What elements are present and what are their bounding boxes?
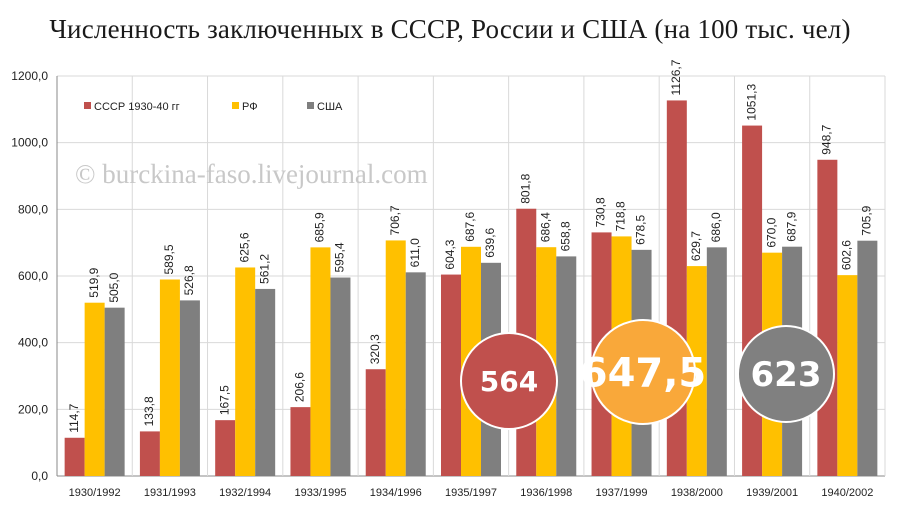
data-label: 801,8 (518, 173, 532, 203)
bar (235, 267, 256, 476)
data-label: 625,6 (237, 232, 251, 262)
bar (742, 125, 763, 477)
bar (290, 407, 311, 476)
y-tick-label: 800,0 (18, 202, 48, 216)
y-tick-label: 200,0 (18, 402, 48, 416)
y-tick-label: 0,0 (31, 469, 48, 483)
bar (104, 307, 125, 476)
data-label: 730,8 (594, 197, 608, 227)
bar (365, 369, 386, 476)
summary-badges: 564 647,5 623 (460, 319, 835, 430)
data-label: 320,3 (368, 334, 382, 364)
legend-swatch (232, 102, 239, 109)
data-label: 589,5 (162, 244, 176, 274)
data-label: 505,0 (107, 272, 121, 302)
x-tick-label: 1934/1996 (370, 487, 422, 499)
data-label: 114,7 (67, 403, 81, 432)
y-tick-label: 600,0 (18, 269, 48, 283)
y-tick-label: 400,0 (18, 336, 48, 350)
data-label: 206,6 (293, 372, 307, 402)
y-axis-ticks: 0,0 200,0 400,0 600,0 800,0 1000,0 1200,0 (11, 69, 48, 483)
legend-label: США (317, 101, 343, 113)
data-label: 948,7 (820, 124, 834, 154)
bar (385, 240, 406, 476)
bar (215, 420, 236, 476)
legend-label: СССР 1930-40 гг (94, 101, 180, 113)
y-tick-label: 1000,0 (11, 136, 48, 150)
data-label: 685,9 (313, 212, 327, 242)
data-label: 687,6 (463, 211, 477, 241)
data-labels: 114,7 133,8 167,5 206,6 320,3 604,3 801,8 730,8… (67, 59, 874, 432)
data-label: 687,9 (784, 211, 798, 241)
data-label: 133,8 (142, 396, 156, 426)
x-tick-label: 1930/1992 (69, 487, 121, 499)
summary-badge-value: 623 (751, 355, 822, 395)
bar (441, 274, 461, 476)
bar (84, 302, 105, 476)
bar (405, 272, 426, 476)
data-label: 611,0 (408, 238, 422, 267)
x-tick-label: 1937/1999 (596, 487, 648, 499)
bar (179, 300, 200, 476)
data-label: 604,3 (443, 239, 457, 269)
bar (310, 247, 331, 476)
bar (330, 277, 351, 476)
bar (837, 275, 858, 476)
data-label: 1051,3 (744, 84, 758, 121)
summary-badge (590, 319, 696, 425)
bar (159, 279, 180, 476)
data-label: 658,8 (558, 221, 572, 251)
summary-badge (460, 332, 558, 430)
data-label: 1126,7 (669, 59, 683, 95)
bar (556, 256, 577, 476)
bar (817, 159, 838, 476)
data-label: 595,4 (333, 242, 347, 272)
data-label: 602,6 (840, 240, 854, 270)
data-label: 706,7 (388, 205, 402, 235)
legend-swatch (84, 102, 91, 109)
data-label: 686,0 (709, 212, 723, 242)
bar (255, 288, 276, 476)
x-tick-label: 1931/1993 (144, 487, 196, 499)
bar (706, 247, 727, 476)
legend: СССР 1930-40 гг РФ США (84, 101, 343, 113)
x-tick-label: 1938/2000 (671, 487, 723, 499)
data-label: 561,2 (257, 254, 271, 284)
watermark: © burckina-faso.livejournal.com (75, 159, 428, 189)
bar (857, 240, 878, 476)
summary-badge-value: 647,5 (580, 350, 707, 396)
data-label: 519,9 (87, 267, 101, 297)
data-label: 629,7 (689, 231, 703, 261)
x-tick-label: 1932/1994 (219, 487, 271, 499)
legend-label: РФ (242, 101, 258, 113)
summary-badge-value: 564 (480, 365, 538, 398)
bar (64, 437, 85, 476)
x-tick-label: 1935/1997 (445, 487, 497, 499)
x-tick-label: 1940/2002 (821, 487, 873, 499)
data-label: 670,0 (764, 217, 778, 247)
x-tick-label: 1933/1995 (294, 487, 346, 499)
data-label: 718,8 (614, 201, 628, 231)
data-label: 167,5 (217, 385, 231, 415)
bar (686, 266, 707, 476)
data-label: 705,9 (860, 205, 874, 235)
bar (666, 100, 687, 476)
bar (139, 431, 160, 476)
data-label: 686,4 (538, 212, 552, 242)
summary-badge (737, 325, 835, 423)
legend-swatch (307, 102, 314, 109)
x-tick-label: 1936/1998 (520, 487, 572, 499)
y-tick-label: 1200,0 (11, 69, 48, 83)
chart-title: Численность заключенных в СССР, России и… (49, 14, 851, 44)
data-label: 526,8 (182, 265, 196, 295)
x-tick-label: 1939/2001 (746, 487, 798, 499)
x-axis-ticks: 1930/1992 1931/1993 1932/1994 1933/1995 1934… (69, 487, 874, 499)
data-label: 639,6 (483, 227, 497, 257)
data-label: 678,5 (634, 214, 648, 244)
